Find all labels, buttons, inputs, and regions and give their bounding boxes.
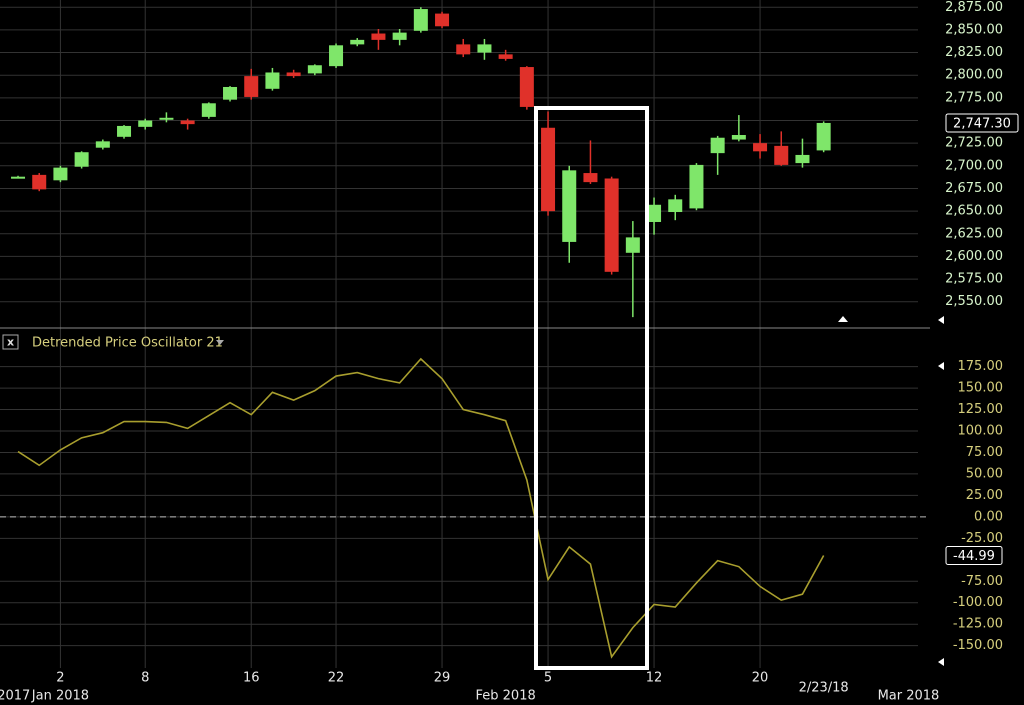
candle-body [795, 154, 810, 164]
y-tick-label: 2,575.00 [945, 272, 1003, 287]
marker [838, 316, 848, 322]
y-tick-label: 25.00 [966, 488, 1003, 503]
x-tick-label: 29 [434, 671, 451, 686]
y-tick-label: 0.00 [974, 509, 1003, 524]
candle-body [753, 143, 768, 152]
close-button[interactable] [2, 334, 19, 350]
month-label: 2017 [0, 689, 30, 704]
candle-body [117, 125, 132, 137]
month-label: Mar 2018 [878, 689, 940, 704]
candle-body [286, 72, 301, 77]
month-label: 2/23/18 [799, 681, 849, 696]
candle-body [329, 45, 344, 67]
candle-body [604, 178, 619, 272]
candle-body [180, 120, 195, 125]
candle-body [689, 164, 704, 209]
y-tick-label: 175.00 [958, 359, 1004, 374]
y-tick-label: 150.00 [958, 381, 1004, 396]
month-label: Jan 2018 [31, 689, 89, 704]
y-tick-label: 2,675.00 [945, 181, 1003, 196]
candle-body [223, 86, 238, 100]
candle-body [413, 9, 428, 31]
x-tick-label: 20 [752, 671, 769, 686]
candle-body [307, 65, 322, 74]
candle-body [456, 44, 471, 55]
last-value-label: 2,747.30 [953, 116, 1011, 131]
candle-body [731, 135, 746, 140]
candle-body [350, 39, 365, 45]
y-tick-label: 75.00 [966, 445, 1003, 460]
y-tick-label: 2,800.00 [945, 68, 1003, 83]
y-tick-label: -125.00 [953, 617, 1003, 632]
x-tick-label: 5 [544, 671, 552, 686]
candle-body [371, 33, 386, 40]
candle-body [11, 176, 26, 179]
y-tick-label: 2,825.00 [945, 45, 1003, 60]
month-label: Feb 2018 [476, 689, 536, 704]
y-tick-label: 100.00 [958, 423, 1004, 438]
indicator-title[interactable]: Detrended Price Oscillator 21 [32, 336, 223, 351]
x-tick-label: 16 [243, 671, 260, 686]
y-tick-label: 2,550.00 [945, 294, 1003, 309]
candle-body [32, 174, 47, 190]
candle-body [392, 32, 407, 40]
x-tick-label: 2 [56, 671, 64, 686]
y-tick-label: -100.00 [953, 595, 1003, 610]
y-tick-label: 2,775.00 [945, 90, 1003, 105]
y-tick-label: -25.00 [961, 531, 1003, 546]
oscillator-line [17, 357, 825, 659]
y-tick-label: -75.00 [961, 574, 1003, 589]
highlight-box [534, 106, 649, 670]
candle-body [95, 141, 110, 148]
candle-body [53, 167, 68, 181]
candle-body [74, 152, 89, 167]
candle-body [710, 137, 725, 154]
grid [0, 0, 918, 668]
candle-body [541, 127, 556, 212]
candle-body [647, 204, 662, 222]
candle-body [562, 170, 577, 242]
y-tick-label: 2,625.00 [945, 226, 1003, 241]
candle-body [774, 145, 789, 165]
candle-body [816, 122, 831, 151]
marker [938, 362, 944, 370]
candle-body [519, 67, 534, 107]
last-value-label: -44.99 [953, 549, 995, 564]
candle-body [477, 44, 492, 53]
candle-body [138, 120, 153, 127]
y-tick-label: -150.00 [953, 638, 1003, 653]
y-tick-label: 2,875.00 [945, 0, 1003, 15]
close-icon[interactable]: x [7, 336, 14, 349]
candle-body [435, 13, 450, 27]
x-tick-label: 12 [646, 671, 663, 686]
candle-body [625, 237, 640, 253]
last-value-box [945, 545, 1003, 565]
candle-body [201, 103, 216, 117]
marker [938, 316, 944, 324]
candle-body [159, 117, 174, 120]
y-tick-label: 50.00 [966, 466, 1003, 481]
candle-body [498, 54, 513, 59]
candle-body [265, 72, 280, 89]
candle-body [583, 173, 598, 183]
y-tick-label: 2,600.00 [945, 249, 1003, 264]
y-tick-label: 2,725.00 [945, 136, 1003, 151]
x-tick-label: 22 [328, 671, 345, 686]
marker [938, 658, 944, 666]
candle-body [668, 199, 683, 213]
y-tick-label: 2,700.00 [945, 158, 1003, 173]
dropdown-arrow[interactable] [216, 340, 224, 345]
y-tick-label: 2,850.00 [945, 22, 1003, 37]
y-tick-label: 125.00 [958, 402, 1004, 417]
y-tick-label: 2,650.00 [945, 204, 1003, 219]
candle-body [244, 76, 259, 97]
x-tick-label: 8 [141, 671, 149, 686]
last-value-box [945, 113, 1019, 133]
